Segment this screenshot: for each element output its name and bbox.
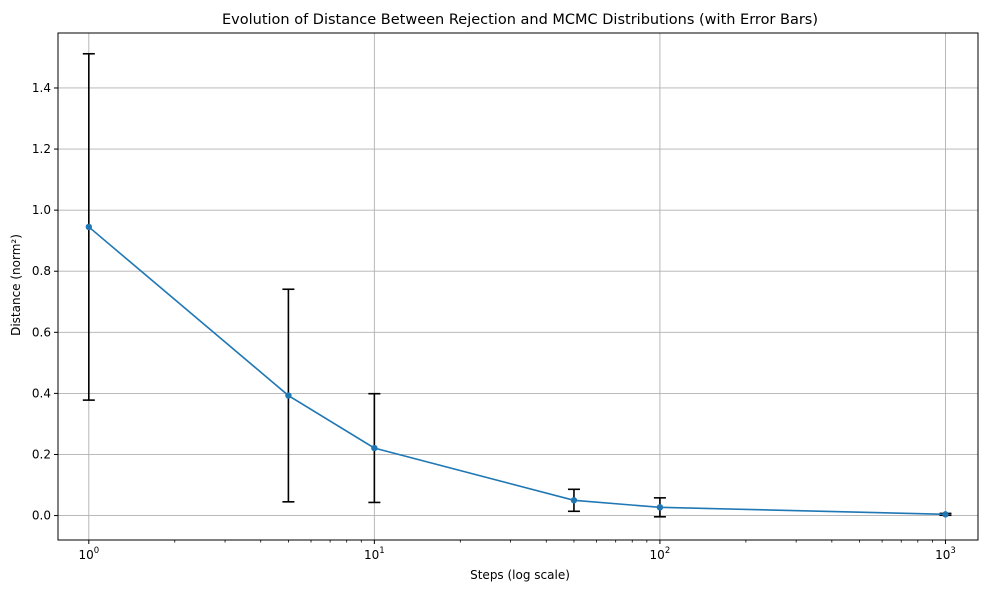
data-point xyxy=(285,392,292,399)
series-line xyxy=(88,226,946,516)
y-axis-label: Distance (norm²) xyxy=(9,234,23,336)
y-tick-label: 1.0 xyxy=(32,203,51,217)
y-tick-label: 0.8 xyxy=(32,264,51,278)
x-tick-label: 100 xyxy=(78,546,99,562)
data-point xyxy=(656,504,664,511)
data-point xyxy=(371,444,378,452)
y-tick-label: 0.6 xyxy=(32,325,51,339)
data-point xyxy=(570,497,578,504)
x-tick-label: 103 xyxy=(935,546,956,562)
y-tick-label: 1.4 xyxy=(32,81,51,95)
data-points xyxy=(85,223,949,518)
y-tick-label: 0.4 xyxy=(32,386,51,400)
axis-ticks: 0.0 0.2 0.4 0.6 0.8 1.0 1.2 1.4 100 101 102 103 xyxy=(32,81,956,562)
x-tick-label: 101 xyxy=(364,546,385,562)
data-point xyxy=(942,511,949,518)
y-tick-label: 1.2 xyxy=(32,142,51,156)
plot-frame xyxy=(57,32,979,541)
x-tick-label: 102 xyxy=(650,546,671,562)
data-point xyxy=(85,223,93,231)
y-tick-label: 0.2 xyxy=(32,447,51,461)
y-tick-label: 0.0 xyxy=(32,509,51,523)
series xyxy=(88,226,946,516)
chart-title: Evolution of Distance Between Rejection … xyxy=(222,12,818,28)
grid xyxy=(58,33,978,540)
x-axis-label: Steps (log scale) xyxy=(470,568,570,582)
